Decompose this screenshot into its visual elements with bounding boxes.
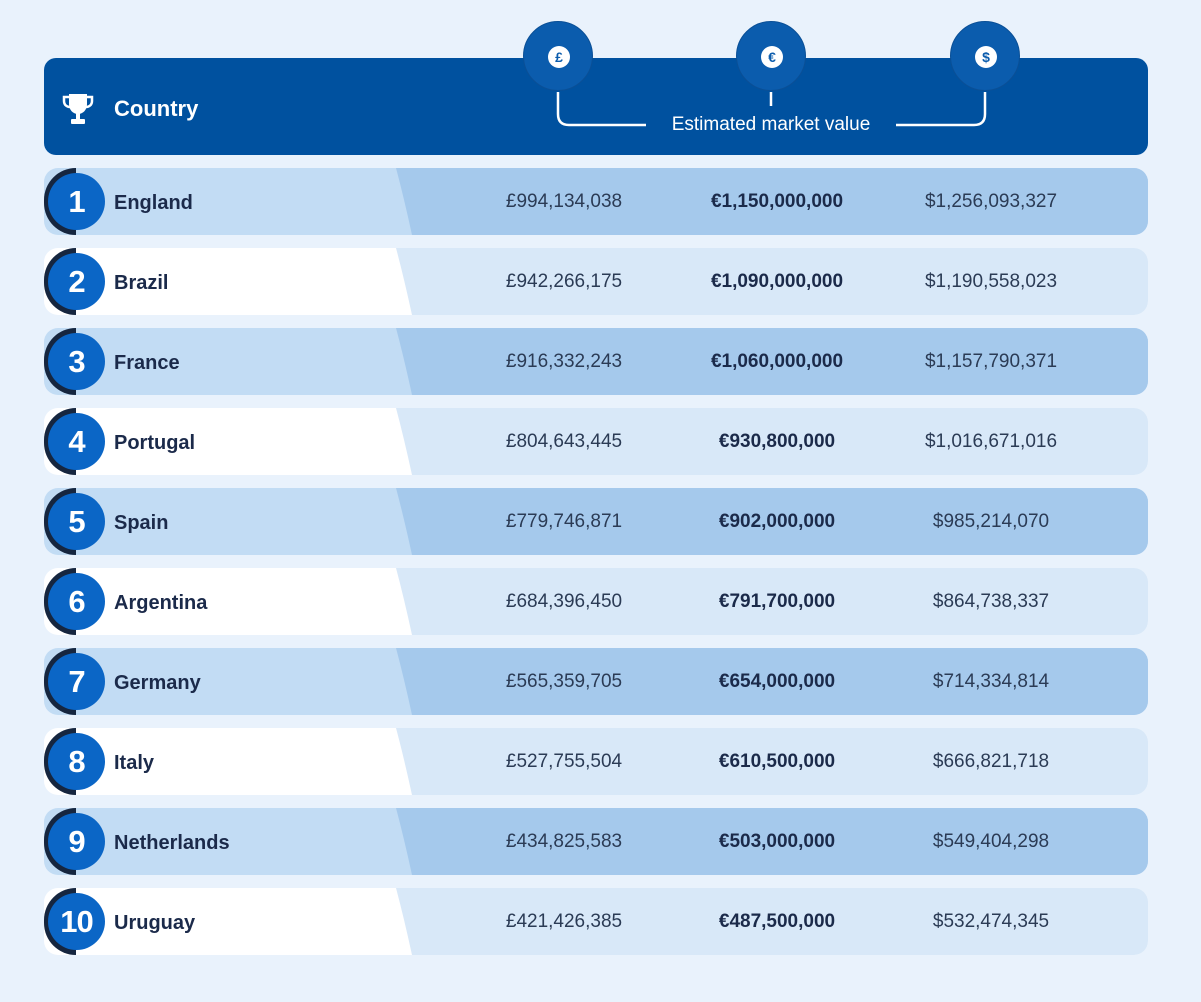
row-background xyxy=(44,888,1148,955)
pound-currency-badge: £ xyxy=(523,21,593,91)
value-gbp: £684,396,450 xyxy=(505,591,623,612)
rank-number: 6 xyxy=(48,573,105,630)
dollar-currency-badge: $ xyxy=(950,21,1020,91)
row-background xyxy=(44,328,1148,395)
country-name: England xyxy=(114,192,193,214)
row-background xyxy=(44,248,1148,315)
country-name: Argentina xyxy=(114,592,208,614)
value-gbp: £421,426,385 xyxy=(505,911,623,932)
table-row: 9 Netherlands £434,825,583 €503,000,000 $549… xyxy=(44,808,1148,875)
table-row: 4 Portugal £804,643,445 €930,800,000 $1,016,… xyxy=(44,408,1148,475)
value-eur: €503,000,000 xyxy=(718,831,836,852)
rank-number: 2 xyxy=(48,253,105,310)
value-usd: $549,404,298 xyxy=(932,831,1050,852)
country-name: Netherlands xyxy=(114,832,230,854)
row-background xyxy=(44,648,1148,715)
value-usd: $1,016,671,016 xyxy=(924,431,1058,452)
country-name: Germany xyxy=(114,672,201,694)
row-background xyxy=(44,728,1148,795)
value-eur: €791,700,000 xyxy=(718,591,836,612)
value-gbp: £565,359,705 xyxy=(505,671,623,692)
value-eur: €1,090,000,000 xyxy=(710,271,844,292)
value-eur: €654,000,000 xyxy=(718,671,836,692)
value-gbp: £994,134,038 xyxy=(505,191,623,212)
country-name: Spain xyxy=(114,512,169,534)
value-gbp: £804,643,445 xyxy=(505,431,623,452)
estimated-market-value-label: Estimated market value xyxy=(650,114,892,136)
value-eur: €487,500,000 xyxy=(718,911,836,932)
row-background xyxy=(44,568,1148,635)
rank-number: 1 xyxy=(48,173,105,230)
country-name: Italy xyxy=(114,752,155,774)
value-eur: €610,500,000 xyxy=(718,751,836,772)
value-eur: €930,800,000 xyxy=(718,431,836,452)
table-row: 5 Spain £779,746,871 €902,000,000 $985,214,0… xyxy=(44,488,1148,555)
rank-number: 7 xyxy=(48,653,105,710)
value-usd: $1,256,093,327 xyxy=(924,191,1058,212)
row-background xyxy=(44,168,1148,235)
table-row: 6 Argentina £684,396,450 €791,700,000 $864,7… xyxy=(44,568,1148,635)
table-row: 10 Uruguay £421,426,385 €487,500,000 $532,47… xyxy=(44,888,1148,955)
table-row: 8 Italy £527,755,504 €610,500,000 $666,821,7… xyxy=(44,728,1148,795)
row-background xyxy=(44,488,1148,555)
rank-number: 8 xyxy=(48,733,105,790)
row-background xyxy=(44,408,1148,475)
table-row: 2 Brazil £942,266,175 €1,090,000,000 $1,190,… xyxy=(44,248,1148,315)
value-usd: $714,334,814 xyxy=(932,671,1050,692)
value-usd: $864,738,337 xyxy=(932,591,1050,612)
value-gbp: £779,746,871 xyxy=(505,511,623,532)
value-eur: €1,150,000,000 xyxy=(710,191,844,212)
value-usd: $532,474,345 xyxy=(932,911,1050,932)
euro-icon: € xyxy=(761,46,783,68)
dollar-icon: $ xyxy=(975,46,997,68)
rank-number: 9 xyxy=(48,813,105,870)
value-usd: $1,190,558,023 xyxy=(924,271,1058,292)
row-background xyxy=(44,808,1148,875)
value-eur: €1,060,000,000 xyxy=(710,351,844,372)
rank-number: 10 xyxy=(48,893,105,950)
country-name: Brazil xyxy=(114,272,169,294)
rank-number: 3 xyxy=(48,333,105,390)
value-gbp: £942,266,175 xyxy=(505,271,623,292)
value-gbp: £916,332,243 xyxy=(505,351,623,372)
country-column-header: Country xyxy=(114,96,199,121)
rank-number: 5 xyxy=(48,493,105,550)
pound-icon: £ xyxy=(548,46,570,68)
trophy-icon xyxy=(62,94,94,124)
value-eur: €902,000,000 xyxy=(718,511,836,532)
table-row: 1 England £994,134,038 €1,150,000,000 $1,256… xyxy=(44,168,1148,235)
euro-currency-badge: € xyxy=(736,21,806,91)
country-name: Uruguay xyxy=(114,912,196,934)
value-usd: $666,821,718 xyxy=(932,751,1050,772)
country-name: France xyxy=(114,352,180,374)
value-gbp: £527,755,504 xyxy=(505,751,623,772)
value-usd: $985,214,070 xyxy=(932,511,1050,532)
table-row: 3 France £916,332,243 €1,060,000,000 $1,157,… xyxy=(44,328,1148,395)
rank-number: 4 xyxy=(48,413,105,470)
country-name: Portugal xyxy=(114,432,196,454)
value-gbp: £434,825,583 xyxy=(505,831,623,852)
value-usd: $1,157,790,371 xyxy=(924,351,1058,372)
table-row: 7 Germany £565,359,705 €654,000,000 $714,334… xyxy=(44,648,1148,715)
market-value-bracket xyxy=(556,92,987,127)
